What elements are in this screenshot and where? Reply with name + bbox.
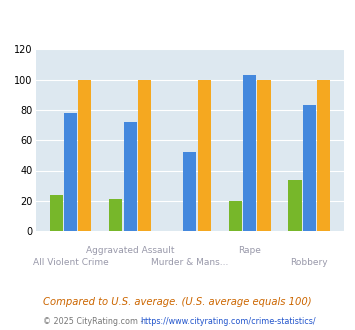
Bar [78,80,91,231]
Bar [50,195,63,231]
Bar [183,152,197,231]
Bar [289,180,302,231]
Bar [109,199,122,231]
Bar [303,106,316,231]
Text: Murder & Mans...: Murder & Mans... [151,258,229,267]
Text: All Violent Crime: All Violent Crime [33,258,108,267]
Bar [243,75,256,231]
Text: Compared to U.S. average. (U.S. average equals 100): Compared to U.S. average. (U.S. average … [43,297,312,307]
Bar [64,113,77,231]
Bar [257,80,271,231]
Text: Robbery: Robbery [291,258,328,267]
Bar [229,201,242,231]
Bar [198,80,211,231]
Bar [317,80,330,231]
Bar [138,80,151,231]
Bar [124,122,137,231]
Text: Rape: Rape [238,246,261,255]
Text: Aggravated Assault: Aggravated Assault [86,246,174,255]
Text: https://www.cityrating.com/crime-statistics/: https://www.cityrating.com/crime-statist… [140,317,316,326]
Text: © 2025 CityRating.com -: © 2025 CityRating.com - [43,317,146,326]
